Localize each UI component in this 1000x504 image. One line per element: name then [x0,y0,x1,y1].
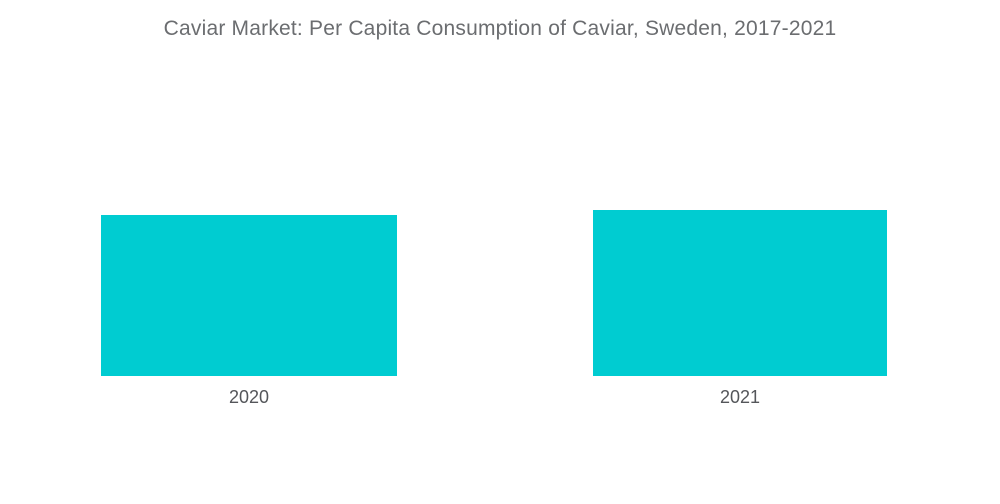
chart-title: Caviar Market: Per Capita Consumption of… [163,17,837,40]
x-axis-label-2021: 2021 [719,387,761,407]
x-axis-label-2020: 2020 [228,387,270,407]
bar-2020 [101,215,397,376]
bar-2021 [593,210,887,376]
plot-area [0,80,1000,376]
